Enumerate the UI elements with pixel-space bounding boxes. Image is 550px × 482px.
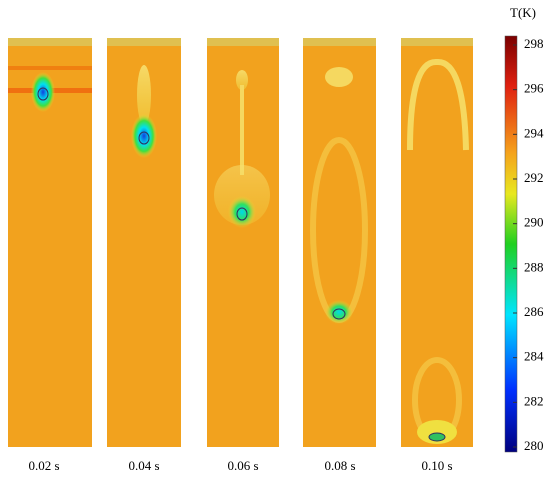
time-label: 0.04 s	[128, 458, 159, 473]
bubble-outline	[236, 207, 248, 221]
bubble-outline	[138, 131, 150, 145]
tick-label: 282	[524, 393, 544, 408]
bubble	[325, 300, 353, 324]
bubble-halo	[417, 420, 457, 444]
tick-label: 284	[524, 349, 544, 364]
tick-label: 286	[524, 304, 544, 319]
panels	[8, 38, 473, 447]
panel-top	[303, 38, 376, 46]
bubble	[428, 432, 446, 442]
colorbar-title: T(K)	[510, 5, 536, 20]
bubble-outline	[37, 87, 49, 101]
panel-top	[8, 38, 92, 46]
panel-top	[207, 38, 279, 46]
panel-top	[401, 38, 473, 46]
tick-label: 294	[524, 125, 544, 140]
colorbar-ticks: 280 282 284 286 288 290 292 294 296 298	[513, 36, 544, 453]
tick-label: 288	[524, 259, 544, 274]
bubble	[228, 196, 256, 228]
panel-band	[8, 66, 92, 70]
plume	[407, 59, 469, 151]
time-label: 0.08 s	[324, 458, 355, 473]
bubble	[31, 72, 55, 112]
panel-labels: 0.02 s 0.04 s 0.06 s 0.08 s 0.10 s	[28, 458, 452, 473]
bubble-outline	[332, 308, 346, 320]
plume	[236, 70, 248, 90]
plume	[137, 65, 151, 125]
tick-label: 290	[524, 215, 544, 230]
time-label: 0.02 s	[28, 458, 59, 473]
tick-label: 298	[524, 36, 544, 51]
tick-label: 292	[524, 170, 544, 185]
plume	[240, 85, 244, 175]
plume	[325, 67, 353, 87]
tick-label: 280	[524, 438, 544, 453]
colorbar	[504, 35, 518, 453]
panel-top	[107, 38, 181, 46]
tick-label: 296	[524, 81, 544, 96]
plume	[214, 165, 270, 225]
bubble	[131, 114, 157, 158]
time-label: 0.06 s	[227, 458, 258, 473]
time-label: 0.10 s	[421, 458, 452, 473]
